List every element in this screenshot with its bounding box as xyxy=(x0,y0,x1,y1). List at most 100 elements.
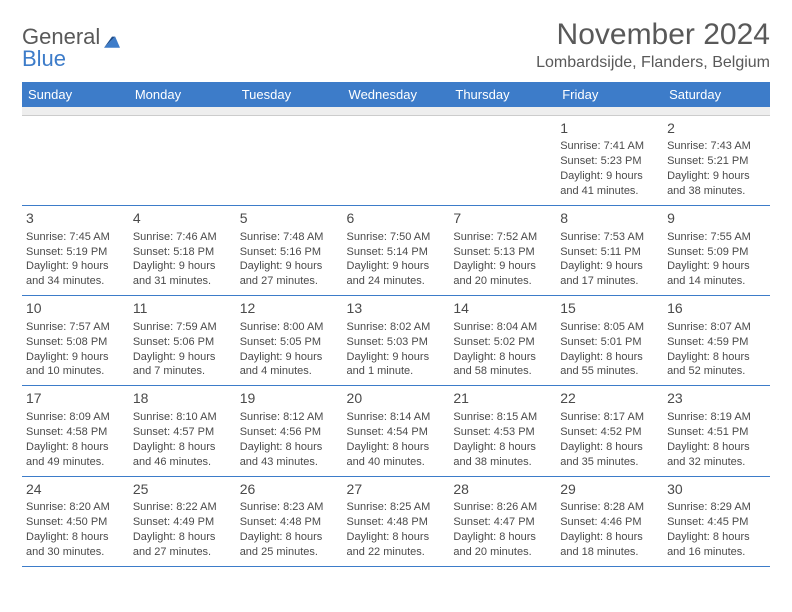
day-number: 17 xyxy=(26,389,125,408)
weekday-header: Tuesday xyxy=(236,82,343,107)
day-day1: Daylight: 9 hours xyxy=(347,259,446,274)
day-number: 6 xyxy=(347,209,446,228)
day-sunrise: Sunrise: 7:59 AM xyxy=(133,320,232,335)
calendar-day-cell: 14Sunrise: 8:04 AMSunset: 5:02 PMDayligh… xyxy=(449,296,556,386)
day-sunrise: Sunrise: 7:57 AM xyxy=(26,320,125,335)
day-sunset: Sunset: 4:48 PM xyxy=(240,515,339,530)
day-sunset: Sunset: 4:52 PM xyxy=(560,425,659,440)
day-sunset: Sunset: 5:06 PM xyxy=(133,335,232,350)
calendar-day-cell: 29Sunrise: 8:28 AMSunset: 4:46 PMDayligh… xyxy=(556,476,663,566)
day-day1: Daylight: 8 hours xyxy=(453,530,552,545)
day-day2: and 40 minutes. xyxy=(347,455,446,470)
day-number: 8 xyxy=(560,209,659,228)
day-day2: and 32 minutes. xyxy=(667,455,766,470)
calendar-day-cell: 1Sunrise: 7:41 AMSunset: 5:23 PMDaylight… xyxy=(556,115,663,205)
day-day1: Daylight: 8 hours xyxy=(26,440,125,455)
day-sunrise: Sunrise: 7:55 AM xyxy=(667,230,766,245)
day-number: 28 xyxy=(453,480,552,499)
day-day1: Daylight: 8 hours xyxy=(240,440,339,455)
day-day1: Daylight: 9 hours xyxy=(560,259,659,274)
day-day2: and 34 minutes. xyxy=(26,274,125,289)
day-day1: Daylight: 9 hours xyxy=(453,259,552,274)
weekday-header: Sunday xyxy=(22,82,129,107)
day-day2: and 4 minutes. xyxy=(240,364,339,379)
day-sunset: Sunset: 5:01 PM xyxy=(560,335,659,350)
day-day1: Daylight: 9 hours xyxy=(667,259,766,274)
calendar-week-row: 3Sunrise: 7:45 AMSunset: 5:19 PMDaylight… xyxy=(22,205,770,295)
day-number: 20 xyxy=(347,389,446,408)
triangle-icon xyxy=(104,35,120,51)
day-sunrise: Sunrise: 8:19 AM xyxy=(667,410,766,425)
day-day2: and 52 minutes. xyxy=(667,364,766,379)
calendar-day-cell: 6Sunrise: 7:50 AMSunset: 5:14 PMDaylight… xyxy=(343,205,450,295)
day-day1: Daylight: 8 hours xyxy=(133,530,232,545)
day-number: 27 xyxy=(347,480,446,499)
calendar-day-cell: 28Sunrise: 8:26 AMSunset: 4:47 PMDayligh… xyxy=(449,476,556,566)
calendar-day-cell: 18Sunrise: 8:10 AMSunset: 4:57 PMDayligh… xyxy=(129,386,236,476)
day-day2: and 7 minutes. xyxy=(133,364,232,379)
calendar-day-cell: 11Sunrise: 7:59 AMSunset: 5:06 PMDayligh… xyxy=(129,296,236,386)
brand-name-2: Blue xyxy=(22,46,100,72)
day-sunset: Sunset: 4:59 PM xyxy=(667,335,766,350)
location-label: Lombardsijde, Flanders, Belgium xyxy=(536,54,770,72)
day-day1: Daylight: 8 hours xyxy=(667,350,766,365)
day-day1: Daylight: 8 hours xyxy=(133,440,232,455)
day-day1: Daylight: 8 hours xyxy=(560,350,659,365)
day-day2: and 17 minutes. xyxy=(560,274,659,289)
day-sunset: Sunset: 4:45 PM xyxy=(667,515,766,530)
calendar-day-cell: 13Sunrise: 8:02 AMSunset: 5:03 PMDayligh… xyxy=(343,296,450,386)
day-sunset: Sunset: 4:57 PM xyxy=(133,425,232,440)
calendar-day-cell: 24Sunrise: 8:20 AMSunset: 4:50 PMDayligh… xyxy=(22,476,129,566)
day-day1: Daylight: 8 hours xyxy=(453,440,552,455)
day-sunrise: Sunrise: 7:43 AM xyxy=(667,139,766,154)
day-number: 14 xyxy=(453,299,552,318)
day-sunset: Sunset: 5:14 PM xyxy=(347,245,446,260)
weekday-header: Wednesday xyxy=(343,82,450,107)
day-day1: Daylight: 8 hours xyxy=(347,440,446,455)
day-number: 19 xyxy=(240,389,339,408)
title-block: November 2024 Lombardsijde, Flanders, Be… xyxy=(536,18,770,72)
day-sunset: Sunset: 4:56 PM xyxy=(240,425,339,440)
spacer-row xyxy=(22,107,770,115)
day-number: 1 xyxy=(560,119,659,138)
day-sunrise: Sunrise: 8:09 AM xyxy=(26,410,125,425)
day-sunset: Sunset: 5:08 PM xyxy=(26,335,125,350)
day-sunrise: Sunrise: 7:48 AM xyxy=(240,230,339,245)
calendar-day-cell: 22Sunrise: 8:17 AMSunset: 4:52 PMDayligh… xyxy=(556,386,663,476)
day-number: 16 xyxy=(667,299,766,318)
day-number: 12 xyxy=(240,299,339,318)
day-day1: Daylight: 8 hours xyxy=(667,530,766,545)
day-day2: and 43 minutes. xyxy=(240,455,339,470)
day-number: 9 xyxy=(667,209,766,228)
day-sunrise: Sunrise: 8:23 AM xyxy=(240,500,339,515)
day-day1: Daylight: 9 hours xyxy=(26,259,125,274)
day-sunset: Sunset: 4:50 PM xyxy=(26,515,125,530)
calendar-day-cell: 25Sunrise: 8:22 AMSunset: 4:49 PMDayligh… xyxy=(129,476,236,566)
calendar-day-cell: 19 Sunrise: 8:12 AMSunset: 4:56 PMDayligh… xyxy=(236,386,343,476)
day-number: 26 xyxy=(240,480,339,499)
day-day2: and 46 minutes. xyxy=(133,455,232,470)
calendar-day-cell: 5Sunrise: 7:48 AMSunset: 5:16 PMDaylight… xyxy=(236,205,343,295)
day-day2: and 18 minutes. xyxy=(560,545,659,560)
day-sunset: Sunset: 5:23 PM xyxy=(560,154,659,169)
day-day2: and 14 minutes. xyxy=(667,274,766,289)
day-sunrise: Sunrise: 7:46 AM xyxy=(133,230,232,245)
day-sunrise: Sunrise: 8:22 AM xyxy=(133,500,232,515)
calendar-day-cell: 20Sunrise: 8:14 AMSunset: 4:54 PMDayligh… xyxy=(343,386,450,476)
calendar-day-cell: 7Sunrise: 7:52 AMSunset: 5:13 PMDaylight… xyxy=(449,205,556,295)
day-sunset: Sunset: 5:21 PM xyxy=(667,154,766,169)
day-sunset: Sunset: 5:19 PM xyxy=(26,245,125,260)
day-sunset: Sunset: 4:53 PM xyxy=(453,425,552,440)
day-sunset: Sunset: 5:11 PM xyxy=(560,245,659,260)
calendar-day-cell: 15Sunrise: 8:05 AMSunset: 5:01 PMDayligh… xyxy=(556,296,663,386)
calendar-day-cell: 21Sunrise: 8:15 AMSunset: 4:53 PMDayligh… xyxy=(449,386,556,476)
calendar-day-cell: 27Sunrise: 8:25 AMSunset: 4:48 PMDayligh… xyxy=(343,476,450,566)
day-day1: Daylight: 8 hours xyxy=(560,440,659,455)
header: General Blue November 2024 Lombardsijde,… xyxy=(22,18,770,72)
day-day2: and 35 minutes. xyxy=(560,455,659,470)
day-day2: and 58 minutes. xyxy=(453,364,552,379)
day-sunrise: Sunrise: 8:28 AM xyxy=(560,500,659,515)
day-day1: Daylight: 8 hours xyxy=(26,530,125,545)
day-sunrise: Sunrise: 8:12 AM xyxy=(240,410,339,425)
day-sunrise: Sunrise: 8:02 AM xyxy=(347,320,446,335)
